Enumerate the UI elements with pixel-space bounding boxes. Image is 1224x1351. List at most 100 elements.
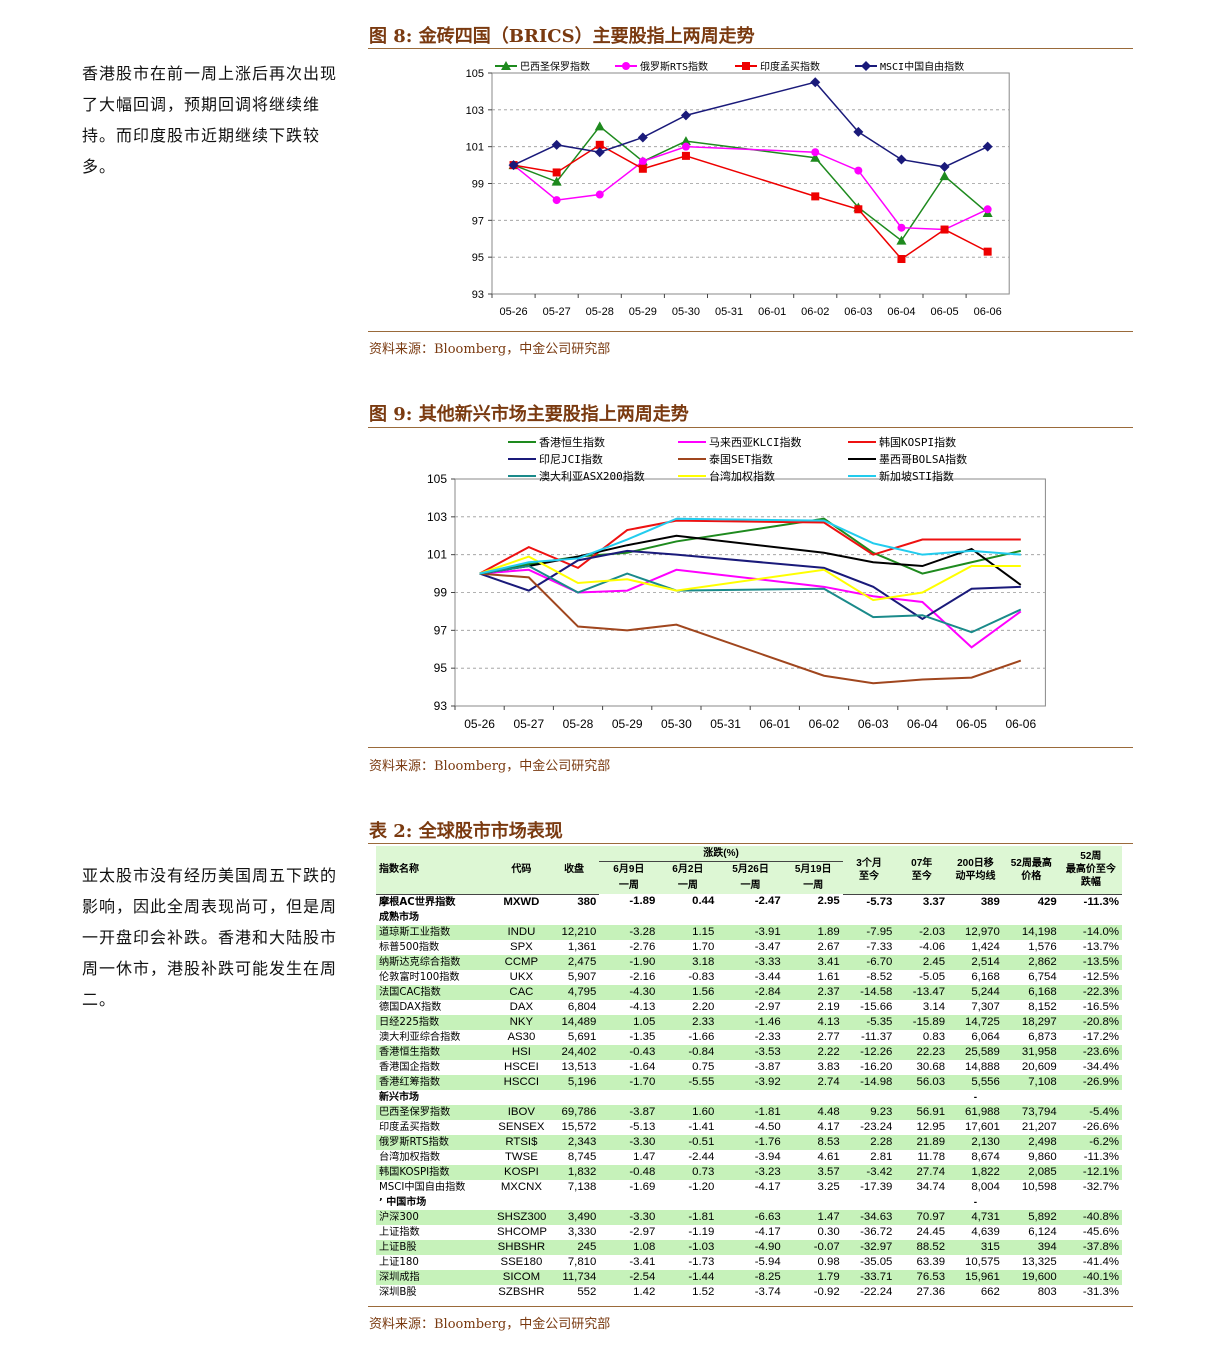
table-cell: 5,907	[548, 969, 600, 985]
series-line	[479, 519, 1021, 575]
table-row: 韩国KOSPI指数 KOSPI 1,832 -0.48 0.73 -3.23 3.57 -3.…	[376, 1164, 1122, 1180]
data-point	[501, 61, 511, 70]
table-cell: -12.26	[842, 1044, 896, 1060]
table-cell: 662	[948, 1284, 1003, 1300]
header-cell: 代码	[494, 846, 549, 895]
table-cell: -1.76	[717, 1134, 784, 1150]
table-cell: 4,731	[948, 1209, 1003, 1225]
table-cell: -2.76	[599, 939, 659, 955]
table-cell: -26.6%	[1059, 1119, 1122, 1135]
table-cell: 30.68	[895, 1059, 949, 1075]
table-cell: 香港红筹指数	[376, 1074, 494, 1090]
table-cell: 2.45	[895, 954, 949, 970]
table-cell: -0.84	[658, 1044, 718, 1060]
y-tick-label: 99	[472, 179, 484, 191]
table-cell: SHBSHR	[494, 1239, 549, 1255]
table-cell: 0.30	[783, 1224, 843, 1240]
legend-label: 新加坡STI指数	[879, 469, 954, 483]
table-cell: -8.25	[717, 1269, 784, 1285]
table-cell: MSCI中国自由指数	[376, 1179, 494, 1195]
brics-chart: 93 95 97 99 101 103 105 05-26 05-27 05-28 05-29 05-…	[466, 60, 1010, 318]
table-cell: -4.17	[717, 1179, 784, 1195]
commentary-hk-india: 香港股市在前一周上涨后再次出现了大幅回调，预期回调将继续维持。而印度股市近期继续…	[82, 64, 338, 176]
y-tick-label: 95	[434, 661, 448, 675]
x-tick-label: 06-06	[974, 306, 1002, 318]
legend-label: 印度孟买指数	[760, 60, 820, 73]
y-tick-label: 99	[434, 586, 448, 600]
table-cell: 6,124	[1002, 1224, 1060, 1240]
header-cell: 3个月 至今	[842, 846, 896, 895]
table-cell: -3.87	[599, 1104, 659, 1120]
table-row: 伦敦富时100指数 UKX 5,907 -2.16 -0.83 -3.44 1.61 -8.5…	[376, 969, 1122, 985]
table-cell: KOSPI	[494, 1164, 549, 1180]
table-cell: -17.2%	[1059, 1029, 1122, 1045]
table-cell	[599, 1194, 659, 1210]
x-tick-label: 06-02	[801, 306, 829, 318]
data-point	[896, 154, 907, 165]
table-cell: -5.73	[866, 895, 893, 908]
x-tick-label: 06-05	[930, 306, 958, 318]
data-point	[982, 141, 993, 152]
table-cell: 俄罗斯RTS指数	[376, 1134, 494, 1150]
y-tick-label: 93	[434, 699, 448, 713]
table-cell: 1.79	[783, 1269, 843, 1285]
table-cell: 70.97	[895, 1209, 949, 1225]
series-line	[513, 81, 988, 168]
x-tick-label: 05-29	[629, 306, 657, 318]
x-tick-label: 05-31	[710, 717, 741, 731]
table-cell	[1002, 1194, 1060, 1210]
table-cell: -2.16	[599, 969, 659, 985]
table-row: 上证180 SSE180 7,810 -3.41 -1.73 -5.94 0.98 -35.0…	[376, 1254, 1122, 1270]
table-cell	[783, 1194, 843, 1210]
table-cell	[1059, 909, 1122, 925]
table-cell: -1.03	[658, 1239, 718, 1255]
table-cell	[1059, 1089, 1122, 1105]
table-cell: -33.71	[842, 1269, 896, 1285]
table-cell: -2.03	[895, 924, 949, 940]
data-point	[853, 126, 864, 137]
table-cell: 7,307	[948, 999, 1003, 1015]
data-point	[939, 161, 950, 172]
table-cell: 4,639	[948, 1224, 1003, 1240]
table-cell	[783, 1089, 843, 1105]
table-cell: CAC	[494, 984, 549, 1000]
header-cell: 200日移 动平均线	[948, 846, 1003, 895]
table-cell: 8,004	[948, 1179, 1003, 1195]
table-cell	[783, 909, 843, 925]
table-cell: DAX	[494, 999, 549, 1015]
table-cell: 34.74	[895, 1179, 949, 1195]
header-cell: 5月26日 一周	[717, 861, 784, 894]
table-cell: 6,754	[1002, 969, 1060, 985]
table-row: 道琼斯工业指数 INDU 12,210 -3.28 1.15 -3.91 1.89 -7.95…	[376, 924, 1122, 940]
table-cell: 深圳成指	[376, 1269, 494, 1285]
table-cell: 245	[548, 1239, 600, 1255]
table-cell: -3.91	[717, 924, 784, 940]
table-cell: -2.97	[717, 999, 784, 1015]
table-cell: 1,576	[1002, 939, 1060, 955]
table-row: 德国DAX指数 DAX 6,804 -4.13 2.20 -2.97 2.19 -15.66 3…	[376, 999, 1122, 1015]
table-cell: 2.20	[658, 999, 718, 1015]
table-cell	[842, 909, 896, 925]
x-tick-label: 06-06	[1005, 717, 1036, 731]
y-tick-label: 103	[427, 510, 447, 524]
table-cell: -23.6%	[1059, 1044, 1122, 1060]
table-cell	[948, 909, 1003, 925]
legend-label: 香港恒生指数	[539, 435, 605, 449]
table-cell: 1.70	[658, 939, 718, 955]
data-point	[810, 77, 821, 88]
table-cell: 0.75	[658, 1059, 718, 1075]
table-row: 成熟市场	[376, 909, 1122, 925]
table-row: 印度孟买指数 SENSEX 15,572 -5.13 -1.41 -4.50 4.17 -23…	[376, 1119, 1122, 1135]
table-cell: 429	[1037, 895, 1057, 908]
table-cell	[658, 909, 718, 925]
table-cell: -3.87	[717, 1059, 784, 1075]
table-row: 香港国企指数 HSCEI 13,513 -1.64 0.75 -3.87 3.83 -16.2…	[376, 1059, 1122, 1075]
y-tick-label: 97	[434, 623, 448, 637]
table-cell: HSCCI	[494, 1074, 549, 1090]
global-markets-table: 指数名称 代码 收盘 涨跌(%) 3个月 至今 07年 至今 200日移 动平均线 52周最高 价格 5…	[376, 846, 1122, 1300]
table-cell: -8.52	[842, 969, 896, 985]
table-cell	[494, 1089, 549, 1105]
figure8-title: 图 8: 金砖四国（BRICS）主要股指上两周走势	[369, 26, 755, 47]
y-tick-label: 101	[427, 548, 447, 562]
table-cell: 5,196	[548, 1074, 600, 1090]
